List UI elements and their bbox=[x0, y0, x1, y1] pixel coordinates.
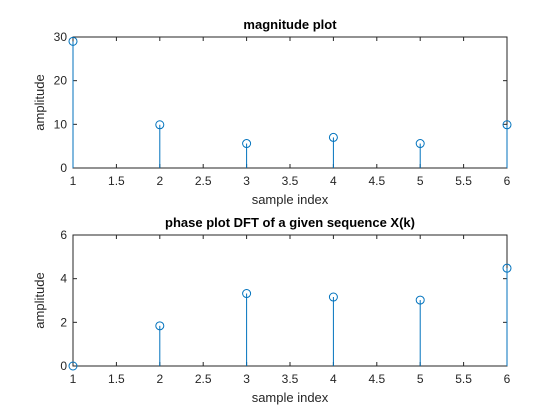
x-tick-label: 2 bbox=[156, 372, 163, 386]
stem-marker bbox=[155, 321, 165, 331]
y-tick-label: 2 bbox=[60, 315, 67, 329]
x-tick-label: 5 bbox=[417, 174, 424, 188]
stem-marker bbox=[415, 295, 425, 305]
x-tick-label: 4.5 bbox=[368, 372, 385, 386]
stem-marker bbox=[415, 139, 425, 149]
chart-title: phase plot DFT of a given sequence X(k) bbox=[165, 215, 415, 230]
stem-marker bbox=[68, 361, 78, 371]
stem-marker bbox=[155, 120, 165, 130]
x-tick-label: 3 bbox=[243, 174, 250, 188]
x-tick-label: 1.5 bbox=[108, 372, 125, 386]
y-tick-label: 6 bbox=[60, 228, 67, 242]
y-axis-label: amplitude bbox=[32, 74, 47, 130]
stem-marker bbox=[242, 289, 252, 299]
x-tick-label: 1 bbox=[70, 372, 77, 386]
stem-marker bbox=[328, 292, 338, 302]
x-tick-label: 1 bbox=[70, 174, 77, 188]
chart-title: magnitude plot bbox=[243, 17, 337, 32]
x-tick-label: 4 bbox=[330, 372, 337, 386]
x-tick-label: 3.5 bbox=[282, 174, 299, 188]
x-tick-label: 5.5 bbox=[455, 372, 472, 386]
x-tick-label: 1.5 bbox=[108, 174, 125, 188]
x-tick-label: 4.5 bbox=[368, 174, 385, 188]
x-tick-label: 6 bbox=[504, 372, 511, 386]
axes-box bbox=[72, 234, 508, 367]
stem-marker bbox=[502, 120, 512, 130]
x-tick-label: 5.5 bbox=[455, 174, 472, 188]
y-axis-label: amplitude bbox=[32, 272, 47, 328]
x-tick-label: 2 bbox=[156, 174, 163, 188]
y-tick-label: 10 bbox=[54, 117, 68, 131]
y-tick-label: 0 bbox=[60, 161, 67, 175]
stem-marker bbox=[242, 139, 252, 149]
x-tick-label: 4 bbox=[330, 174, 337, 188]
y-tick-label: 30 bbox=[54, 30, 68, 44]
stem-marker bbox=[502, 263, 512, 273]
stem-marker bbox=[328, 132, 338, 142]
x-tick-label: 2.5 bbox=[195, 372, 212, 386]
stem-marker bbox=[68, 36, 78, 46]
x-axis-label: sample index bbox=[252, 390, 329, 405]
x-tick-label: 2.5 bbox=[195, 174, 212, 188]
subplot-2: 1 1.5 2 2.5 3 3.5 4 4.5 5 5.5 6 0 2 4 6 phase plot DFT … bbox=[32, 215, 512, 405]
x-tick-label: 3.5 bbox=[282, 372, 299, 386]
x-tick-label: 3 bbox=[243, 372, 250, 386]
x-tick-label: 5 bbox=[417, 372, 424, 386]
x-tick-label: 6 bbox=[504, 174, 511, 188]
y-tick-label: 4 bbox=[60, 272, 67, 286]
y-tick-label: 20 bbox=[54, 74, 68, 88]
subplot-1: 1 1.5 2 2.5 3 3.5 4 4.5 5 5.5 6 0 10 20 30 magnitude pl… bbox=[32, 17, 512, 207]
y-tick-label: 0 bbox=[60, 359, 67, 373]
x-axis-label: sample index bbox=[252, 192, 329, 207]
axes-box bbox=[72, 36, 508, 169]
